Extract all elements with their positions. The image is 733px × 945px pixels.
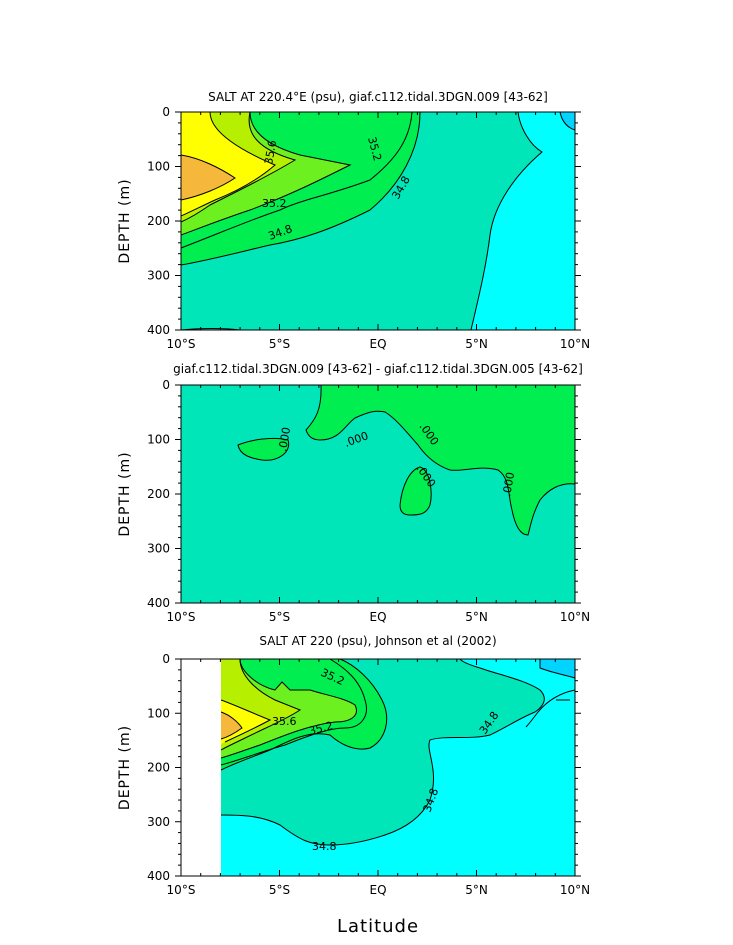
- y-tick-label: 200: [147, 214, 170, 228]
- x-tick-label: 10°N: [560, 883, 590, 897]
- x-tick-label: EQ: [369, 337, 386, 351]
- p3-contour-label: 34.8: [312, 840, 337, 853]
- y-tick-label: 300: [147, 542, 170, 556]
- x-tick-label: 5°N: [465, 337, 488, 351]
- p2-contour-line: [237, 437, 290, 461]
- y-tick-label: 0: [162, 378, 170, 392]
- y-tick-label: 300: [147, 815, 170, 829]
- x-tick-label: 10°N: [560, 337, 590, 351]
- panel-2-title: giaf.c112.tidal.3DGN.009 [43-62] - giaf.…: [173, 362, 583, 376]
- p1-fill-corner: [560, 112, 575, 130]
- panel-3-title: SALT AT 220 (psu), Johnson et al (2002): [259, 634, 496, 648]
- p3-contour-line: [220, 711, 243, 740]
- x-tick-label: EQ: [369, 610, 386, 624]
- p3-contour-line: [220, 658, 388, 771]
- y-axis-title: DEPTH (m): [117, 178, 133, 263]
- p2-contour-line: [305, 384, 576, 536]
- panel-1-fills: [181, 112, 575, 330]
- p1-contour-label: 35.2: [262, 197, 287, 210]
- x-tick-label: 5°N: [465, 610, 488, 624]
- x-tick-label: 5°S: [269, 883, 290, 897]
- p1-contour-line: [180, 111, 352, 236]
- x-tick-label: 10°S: [167, 610, 196, 624]
- p3-contour-line: [220, 699, 272, 743]
- axes-layer: 10°S 5°S EQ 5°N 10°N 0 100 200 300 400 DEPTH (m) 10…: [117, 105, 590, 897]
- y-tick-label: 300: [147, 269, 170, 283]
- panel-3-fills: [221, 659, 575, 876]
- x-tick-label: 10°N: [560, 610, 590, 624]
- p3-contour-label: 35.2: [307, 719, 334, 738]
- p2-contour-label: .000: [276, 426, 293, 452]
- p1-contour-line: [180, 111, 276, 217]
- p1-contour-line: [180, 111, 421, 266]
- p3-contour-line: [539, 659, 576, 679]
- x-tick-label: 10°S: [167, 337, 196, 351]
- p2-fill-blob-left: [238, 438, 289, 461]
- panel-1: SALT AT 220.4°E (psu), giaf.c112.tidal.3…: [180, 90, 576, 331]
- x-tick-label: EQ: [369, 883, 386, 897]
- p1-contour-line: [470, 111, 543, 331]
- y-tick-label: 100: [147, 160, 170, 174]
- y-tick-label: 400: [147, 596, 170, 610]
- p3-fill-36.0: [221, 712, 242, 739]
- p2-fill-positive: [306, 385, 575, 535]
- p1-contour-label: 35.6: [262, 139, 279, 165]
- panel-1-contours: [180, 111, 576, 331]
- p3-contour-line: [220, 658, 367, 766]
- p3-fill-34.4: [540, 659, 575, 678]
- x-axis-title: Latitude: [337, 916, 419, 937]
- panel-3-contours: [220, 658, 576, 846]
- p2-contour-line: [399, 466, 432, 516]
- y-axis-title: DEPTH (m): [117, 451, 133, 536]
- p1-contour-line: [180, 111, 297, 223]
- y-tick-label: 100: [147, 706, 170, 720]
- panel-1-title: SALT AT 220.4°E (psu), giaf.c112.tidal.3…: [208, 90, 548, 104]
- p3-contour-line: [525, 689, 576, 728]
- y-axis-title: DEPTH (m): [117, 725, 133, 810]
- panel-2-contours: [237, 384, 576, 536]
- y-tick-label: 400: [147, 869, 170, 883]
- x-tick-label: 5°N: [465, 883, 488, 897]
- p1-contour-line: [180, 154, 236, 201]
- p3-contour-line: [220, 658, 302, 751]
- p1-contour-line: [180, 111, 413, 249]
- y-tick-label: 200: [147, 487, 170, 501]
- p2-contour-label: .000: [500, 471, 517, 497]
- p3-contour-label: 35.6: [272, 715, 297, 728]
- p1-fill-36.0: [181, 155, 235, 200]
- panel-2: giaf.c112.tidal.3DGN.009 [43-62] - giaf.…: [173, 362, 583, 604]
- p1-contour-label: 35.2: [365, 135, 384, 162]
- x-tick-label: 5°S: [269, 610, 290, 624]
- y-tick-label: 400: [147, 323, 170, 337]
- panel-3: SALT AT 220 (psu), Johnson et al (2002): [180, 634, 576, 877]
- x-tick-label: 10°S: [167, 883, 196, 897]
- p3-contour-line: [220, 658, 545, 846]
- y-tick-label: 0: [162, 652, 170, 666]
- x-tick-label: 5°S: [269, 337, 290, 351]
- y-tick-label: 0: [162, 105, 170, 119]
- y-tick-label: 200: [147, 761, 170, 775]
- panel-2-fills: [181, 385, 575, 603]
- p3-contour-line: [220, 658, 357, 759]
- p1-contour-line: [559, 111, 576, 131]
- y-tick-label: 100: [147, 433, 170, 447]
